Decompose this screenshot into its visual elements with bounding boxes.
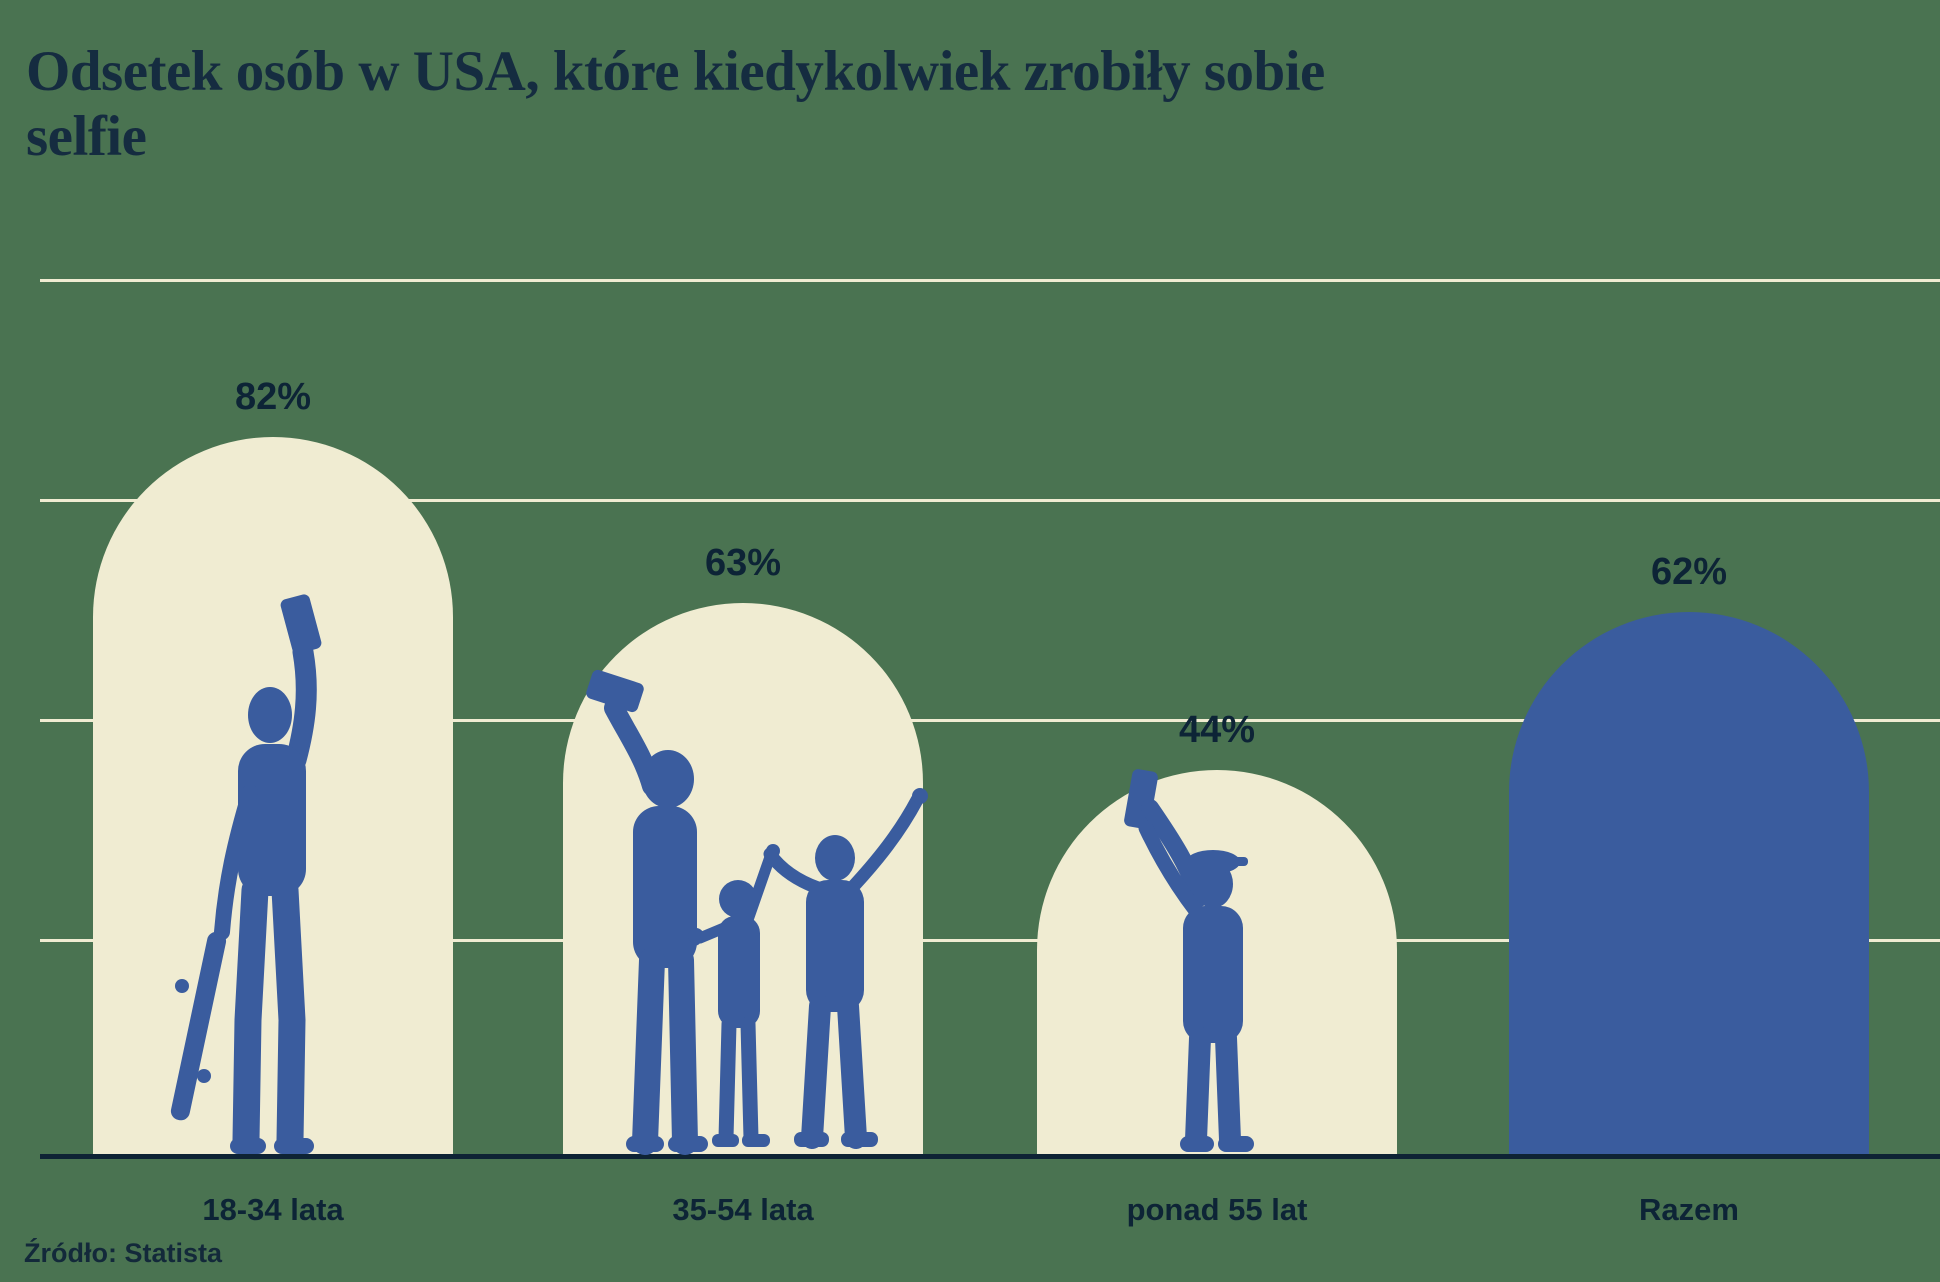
- bar-ponad-55-lat: [1037, 770, 1397, 1156]
- bar-35-54-lata: [563, 603, 923, 1156]
- category-label-35-54-lata: 35-54 lata: [672, 1192, 814, 1227]
- gridline-100: [40, 279, 1940, 282]
- x-axis-line: [40, 1154, 1940, 1159]
- gridline-75: [40, 499, 1940, 502]
- value-label-razem: 62%: [1650, 551, 1728, 593]
- value-label-35-54-lata: 63%: [704, 542, 782, 584]
- gridline-25: [40, 939, 1940, 942]
- bar-razem: [1509, 612, 1869, 1156]
- gridline-50: [40, 719, 1940, 722]
- value-label-18-34-lata: 82%: [234, 376, 312, 418]
- chart-title: Odsetek osób w USA, które kiedykolwiek z…: [26, 40, 1325, 168]
- value-label-ponad-55-lat: 44%: [1178, 709, 1256, 751]
- category-label-ponad-55-lat: ponad 55 lat: [1126, 1192, 1308, 1227]
- source-caption: Źródło: Statista: [24, 1238, 223, 1268]
- category-label-razem: Razem: [1639, 1192, 1739, 1227]
- bar-18-34-lata: [93, 437, 453, 1156]
- category-label-18-34-lata: 18-34 lata: [202, 1192, 344, 1227]
